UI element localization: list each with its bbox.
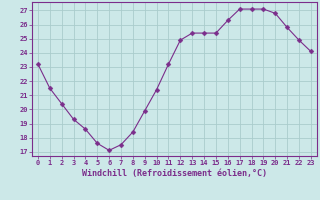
X-axis label: Windchill (Refroidissement éolien,°C): Windchill (Refroidissement éolien,°C) — [82, 169, 267, 178]
